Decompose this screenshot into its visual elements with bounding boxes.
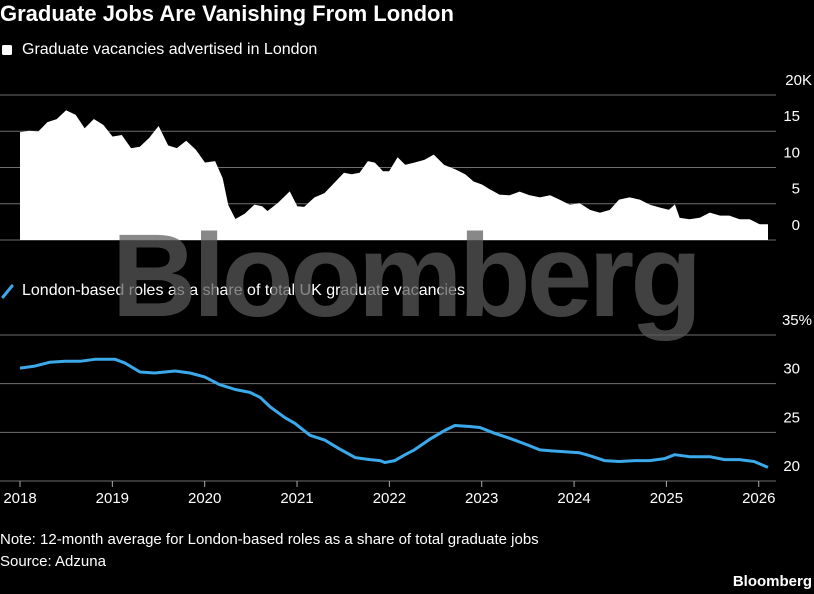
x-tick-label: 2023: [465, 490, 498, 507]
x-tick-label: 2024: [557, 490, 590, 507]
watermark: Bloomberg: [112, 210, 699, 342]
chart-title: Graduate Jobs Are Vanishing From London: [0, 1, 454, 26]
legend-label: Graduate vacancies advertised in London: [22, 41, 317, 58]
x-tick-label: 2026: [742, 490, 775, 507]
y-tick-label: 5: [792, 181, 800, 198]
y-tick-label: 20K: [785, 72, 812, 89]
source: Source: Adzuna: [0, 553, 107, 570]
x-tick-label: 2020: [188, 490, 221, 507]
plots: 0 5 10 15 20K Graduate vacancies advertised i…: [0, 41, 812, 507]
x-tick-label: 2018: [3, 490, 36, 507]
legend-marker: [2, 45, 12, 55]
x-tick-label: 2025: [650, 490, 683, 507]
area-fill: [20, 110, 768, 241]
y-tick-label: 20: [783, 458, 800, 475]
y-tick-label: 35%: [782, 312, 812, 329]
legend-label: London-based roles as a share of total U…: [22, 282, 465, 299]
note: Note: 12-month average for London-based …: [0, 531, 539, 548]
area: [19, 110, 768, 226]
brand: Bloomberg: [733, 573, 812, 590]
y-tick-label: 25: [783, 409, 800, 426]
legend-marker: [1, 284, 14, 299]
x-tick-label: 2019: [96, 490, 129, 507]
y-tick-label: 15: [783, 108, 800, 125]
y-tick-label: 10: [783, 144, 800, 161]
y-tick-label: 0: [792, 217, 800, 234]
x-tick-label: 2021: [280, 490, 313, 507]
x-tick-label: 2022: [373, 490, 406, 507]
y-tick-label: 30: [783, 361, 800, 378]
line: [19, 357, 769, 469]
